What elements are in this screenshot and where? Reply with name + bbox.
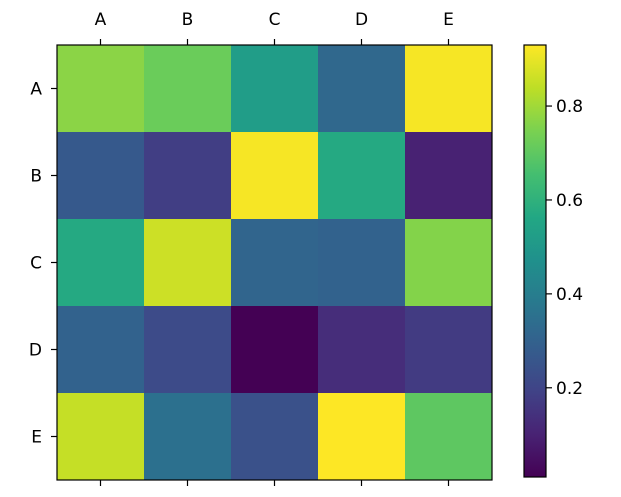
heatmap-cell [318, 219, 406, 307]
heatmap-cell [405, 306, 493, 394]
heatmap-cell [144, 306, 232, 394]
heatmap-cell [231, 393, 319, 481]
heatmap-cell [57, 219, 145, 307]
heatmap-cell [231, 306, 319, 394]
heatmap-cell [57, 306, 145, 394]
y-tick-label: C [30, 254, 42, 274]
heatmap-cell [57, 393, 145, 481]
x-tick-label: E [443, 10, 454, 30]
y-tick-label: A [30, 80, 42, 100]
colorbar-frame [523, 44, 547, 478]
heatmap-cells [57, 45, 493, 481]
x-tick-label: C [269, 10, 281, 30]
heatmap-cell [231, 132, 319, 220]
heatmap-cell [144, 132, 232, 220]
heatmap-cell [318, 393, 406, 481]
colorbar [524, 45, 546, 477]
heatmap-cell [144, 393, 232, 481]
heatmap-cell [405, 45, 493, 133]
colorbar-tick-label: 0.6 [556, 191, 583, 211]
heatmap-cell [318, 306, 406, 394]
colorbar-tick-label: 0.8 [556, 97, 583, 117]
y-tick-label: D [29, 341, 42, 361]
heatmap-cell [318, 132, 406, 220]
heatmap-cell [318, 45, 406, 133]
heatmap-cell [231, 219, 319, 307]
heatmap-cell [57, 132, 145, 220]
heatmap-cell [405, 393, 493, 481]
x-tick-label: D [355, 10, 368, 30]
x-tick-label: A [95, 10, 107, 30]
heatmap-cell [405, 219, 493, 307]
y-tick-label: E [31, 428, 42, 448]
x-tick-label: B [182, 10, 194, 30]
colorbar-tick-label: 0.4 [556, 285, 583, 305]
heatmap-cell [144, 45, 232, 133]
heatmap-cell [144, 219, 232, 307]
colorbar-tick-label: 0.2 [556, 379, 583, 399]
heatmap-cell [405, 132, 493, 220]
heatmap-cell [231, 45, 319, 133]
heatmap-cell [57, 45, 145, 133]
y-tick-label: B [30, 167, 42, 187]
